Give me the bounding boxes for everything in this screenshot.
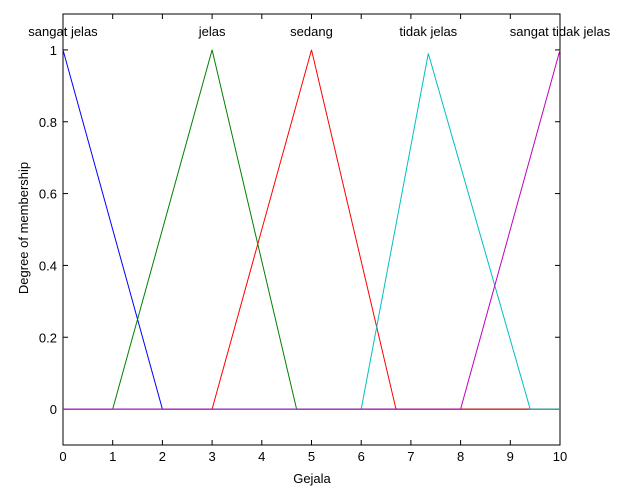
- x-tick-label: 5: [308, 449, 315, 464]
- mf-label-jelas: jelas: [198, 24, 226, 39]
- y-tick-label: 1: [50, 43, 57, 58]
- mf-label-tidak-jelas: tidak jelas: [399, 24, 457, 39]
- x-tick-label: 6: [358, 449, 365, 464]
- x-tick-label: 7: [407, 449, 414, 464]
- series-line-sangat-tidak-jelas: [63, 49, 561, 410]
- x-tick-label: 4: [258, 449, 265, 464]
- plot-area: 0 1 2 3 4 5 6 7 8 9 10 0 0.2 0.4 0.6 0.8 1 sangat jelas je…: [28, 13, 611, 464]
- y-tick-label: 0.6: [39, 187, 57, 202]
- mf-label-sangat-jelas: sangat jelas: [28, 24, 98, 39]
- y-tick-label: 0: [50, 402, 57, 417]
- y-tick-label: 0.4: [39, 258, 57, 273]
- mf-label-sangat-tidak-jelas: sangat tidak jelas: [510, 24, 611, 39]
- y-tick-label: 0.2: [39, 330, 57, 345]
- y-tick-label: 0.8: [39, 115, 57, 130]
- x-axis-label: Gejala: [293, 471, 331, 486]
- x-tick-label: 2: [159, 449, 166, 464]
- x-tick-label: 10: [553, 449, 567, 464]
- x-tick-label: 1: [109, 449, 116, 464]
- x-tick-label: 8: [457, 449, 464, 464]
- mf-label-sedang: sedang: [290, 24, 333, 39]
- y-axis-label: Degree of membership: [16, 162, 31, 294]
- x-tick-label: 0: [59, 449, 66, 464]
- x-tick-label: 3: [208, 449, 215, 464]
- x-tick-label: 9: [507, 449, 514, 464]
